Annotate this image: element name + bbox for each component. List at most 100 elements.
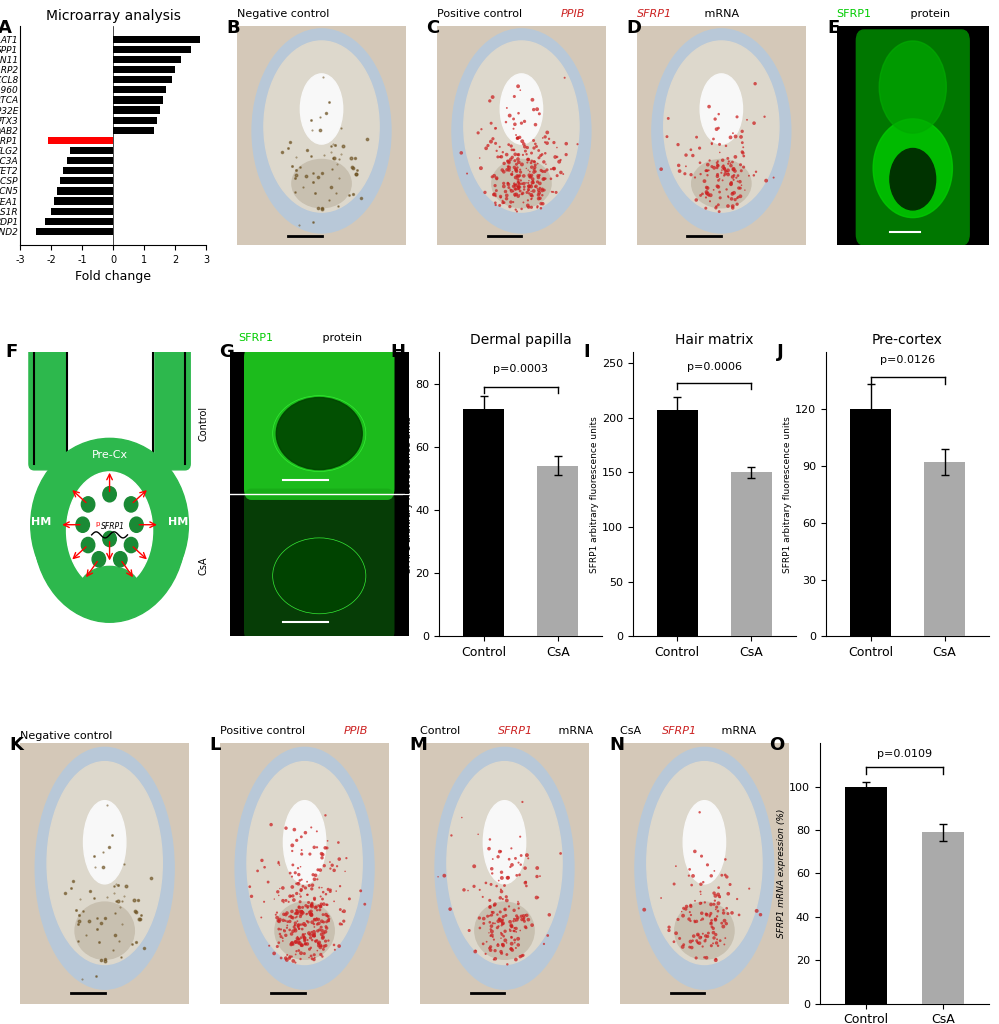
Point [534,187,550,204]
Point [534,146,550,163]
Point [506,187,522,204]
Point [727,163,743,179]
Point [671,930,687,946]
Point [490,148,505,165]
Point [293,930,309,946]
Point [511,129,527,145]
Ellipse shape [75,902,134,959]
Point [289,876,305,892]
Point [289,902,305,919]
Point [276,906,292,923]
Point [497,901,512,918]
Bar [70,146,113,155]
Point [709,168,725,184]
FancyBboxPatch shape [244,488,395,642]
Point [716,912,732,929]
Point [711,204,727,220]
Point [710,197,726,213]
Point [321,912,337,929]
Point [282,948,298,965]
Point [315,930,331,946]
Point [692,895,708,911]
Point [513,157,529,173]
Point [297,926,313,942]
Point [709,166,725,182]
Point [510,179,526,196]
Point [636,901,652,918]
Point [307,911,323,928]
Point [507,202,523,218]
Point [305,877,321,893]
Point [708,121,724,137]
Point [474,121,490,137]
Point [720,198,736,214]
Point [508,911,524,928]
Point [693,905,709,922]
Point [495,915,510,932]
Point [506,902,522,919]
Ellipse shape [47,762,162,965]
Point [530,186,546,203]
Point [527,117,543,133]
Point [724,169,740,185]
Point [736,147,752,164]
Point [724,185,740,202]
Bar [51,208,113,215]
Point [698,184,714,201]
Point [699,167,715,183]
Point [701,153,717,169]
Point [496,938,511,954]
Point [302,904,318,921]
Point [298,824,314,841]
Bar [113,117,157,124]
Point [275,933,291,949]
Point [299,873,315,890]
Point [683,907,699,924]
Point [488,120,503,136]
Point [539,135,555,152]
Point [530,182,546,199]
Point [704,136,720,153]
Point [732,173,748,189]
Point [307,927,323,943]
Point [726,167,742,183]
Point [534,130,550,146]
Point [482,940,498,956]
Point [317,857,333,873]
Point [706,885,722,901]
Bar [537,466,578,637]
Point [303,903,319,920]
Point [688,933,704,949]
Point [530,168,546,184]
Ellipse shape [435,748,574,989]
Point [499,187,514,204]
Point [511,167,527,183]
Text: L: L [210,735,221,754]
Point [717,166,733,182]
Point [318,937,334,953]
Point [304,898,320,914]
Point [730,167,746,183]
Point [506,159,522,175]
Point [681,867,697,884]
Point [495,915,510,932]
Point [515,136,531,153]
Point [314,938,330,954]
Point [292,872,308,889]
Text: C: C [427,19,440,37]
Point [323,884,339,900]
Ellipse shape [492,160,551,208]
Point [503,857,519,873]
Point [304,907,320,924]
Point [320,897,336,913]
Point [510,180,526,197]
Point [692,930,708,946]
Point [284,936,300,952]
Point [313,939,329,955]
Point [285,888,301,904]
Text: PPIB: PPIB [344,726,368,735]
Point [501,922,517,938]
Point [431,868,447,885]
Point [517,143,533,160]
Point [526,159,542,175]
